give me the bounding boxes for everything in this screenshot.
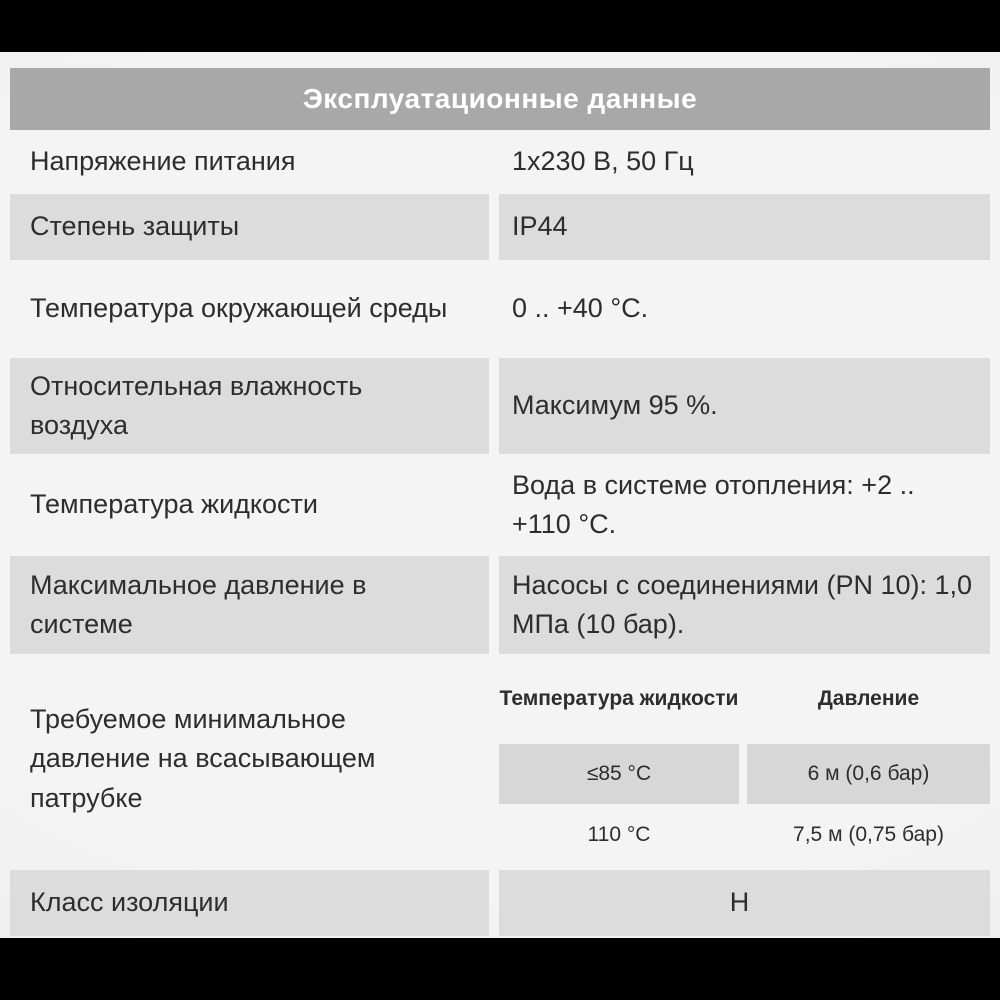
row-value-cell: Вода в системе отопления: +2 .. +110 °C. bbox=[499, 454, 990, 556]
spec-sheet: Эксплуатационные данные Напряжение питан… bbox=[0, 52, 1000, 938]
table-row-insulation-class: Класс изоляции H bbox=[10, 870, 990, 936]
row-label: Степень защиты bbox=[30, 211, 240, 242]
bottom-letterbox-bar bbox=[0, 938, 1000, 1000]
row-label-cell: Относительная влажность воздуха bbox=[10, 358, 489, 454]
row-label-cell: Максимальное давление в системе bbox=[10, 556, 489, 654]
table-row-power-supply: Напряжение питания 1x230 В, 50 Гц bbox=[10, 130, 990, 194]
row-value-cell: Насосы с соединениями (PN 10): 1,0 МПа (… bbox=[499, 556, 990, 654]
subtable-pressure-value: 6 м (0,6 бар) bbox=[747, 744, 990, 804]
subtable-row: ≤85 °C 6 м (0,6 бар) bbox=[499, 744, 990, 804]
subtable-header-row: Температура жидкости Давление bbox=[499, 654, 990, 744]
subtable-temperature-value: ≤85 °C bbox=[499, 744, 739, 804]
table-title-bar: Эксплуатационные данные bbox=[10, 68, 990, 130]
row-label: Максимальное давление в системе bbox=[30, 569, 367, 639]
row-label: Температура окружающей среды bbox=[30, 293, 448, 324]
row-value: H bbox=[729, 887, 750, 918]
table-row-max-system-pressure: Максимальное давление в системе Насосы с… bbox=[10, 556, 990, 654]
row-value: 0 .. +40 °C. bbox=[512, 293, 649, 324]
row-value: IP44 bbox=[512, 211, 568, 242]
table-row-ambient-temperature: Температура окружающей среды 0 .. +40 °C… bbox=[10, 260, 990, 358]
top-letterbox-bar bbox=[0, 0, 1000, 52]
table-row-relative-humidity: Относительная влажность воздуха Максимум… bbox=[10, 358, 990, 454]
row-value-cell: IP44 bbox=[499, 194, 990, 260]
pressure-temperature-subtable: Температура жидкости Давление ≤85 °C 6 м… bbox=[499, 654, 990, 864]
row-label-cell: Класс изоляции bbox=[10, 870, 489, 936]
row-value: Насосы с соединениями (PN 10): 1,0 МПа (… bbox=[512, 569, 973, 639]
table-row-protection-class: Степень защиты IP44 bbox=[10, 194, 990, 260]
row-value-cell: Максимум 95 %. bbox=[499, 358, 990, 454]
subtable-pressure-value: 7,5 м (0,75 бар) bbox=[793, 823, 944, 846]
row-label: Класс изоляции bbox=[30, 887, 229, 918]
row-label-cell: Требуемое минимальное давление на всасыв… bbox=[10, 654, 489, 864]
row-label: Требуемое минимальное давление на всасыв… bbox=[30, 704, 376, 813]
row-label: Относительная влажность воздуха bbox=[30, 370, 363, 440]
table-row-min-inlet-pressure: Требуемое минимальное давление на всасыв… bbox=[10, 654, 990, 864]
row-value: Максимум 95 %. bbox=[512, 390, 718, 421]
row-value-cell: H bbox=[499, 870, 990, 936]
row-value: 1x230 В, 50 Гц bbox=[512, 146, 694, 177]
row-value: Вода в системе отопления: +2 .. +110 °C. bbox=[512, 469, 915, 539]
table-title: Эксплуатационные данные bbox=[302, 83, 698, 114]
subtable-temperature-value: 110 °C bbox=[587, 823, 651, 846]
row-label-cell: Степень защиты bbox=[10, 194, 489, 260]
subtable-header-pressure: Давление bbox=[817, 687, 920, 711]
subtable-header-temperature: Температура жидкости bbox=[499, 687, 739, 711]
row-value-cell: 0 .. +40 °C. bbox=[499, 260, 990, 358]
row-label-cell: Напряжение питания bbox=[10, 130, 489, 194]
row-label: Температура жидкости bbox=[30, 489, 319, 520]
row-label-cell: Температура жидкости bbox=[10, 454, 489, 556]
table-row-liquid-temperature: Температура жидкости Вода в системе отоп… bbox=[10, 454, 990, 556]
row-label-cell: Температура окружающей среды bbox=[10, 260, 489, 358]
subtable-row: 110 °C 7,5 м (0,75 бар) bbox=[499, 807, 990, 863]
row-value-cell: Температура жидкости Давление ≤85 °C 6 м… bbox=[499, 654, 990, 864]
row-label: Напряжение питания bbox=[30, 146, 296, 177]
row-value-cell: 1x230 В, 50 Гц bbox=[499, 130, 990, 194]
